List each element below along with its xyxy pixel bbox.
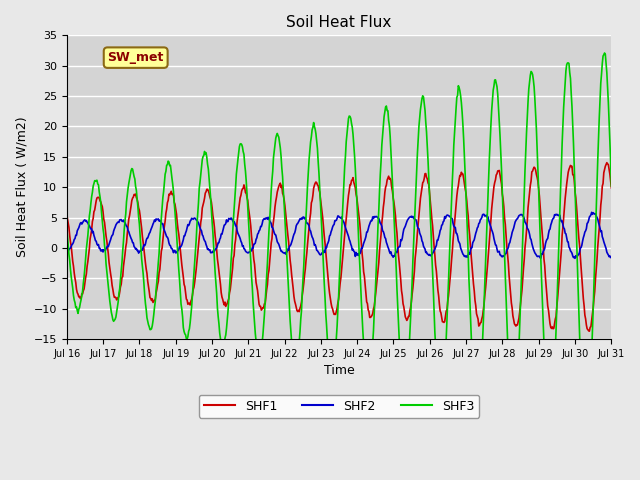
SHF2 (421, 246, 429, 252)
SHF2 (607, 255, 615, 261)
SHF1 (421, 171, 429, 177)
SHF3 (184, 334, 192, 339)
Line: SHF3: SHF3 (67, 53, 611, 440)
SHF1 (586, 328, 593, 334)
Y-axis label: Soil Heat Flux ( W/m2): Soil Heat Flux ( W/m2) (15, 117, 28, 257)
X-axis label: Time: Time (324, 364, 355, 377)
SHF1 (405, 313, 413, 319)
SHF1 (73, 287, 81, 292)
SHF1 (63, 210, 70, 216)
SHF2 (129, 240, 136, 245)
SHF3 (405, 346, 413, 352)
SHF2 (63, 248, 70, 253)
SHF1 (184, 301, 192, 307)
Line: SHF2: SHF2 (67, 212, 611, 258)
Line: SHF1: SHF1 (67, 163, 611, 331)
Legend: SHF1, SHF2, SHF3: SHF1, SHF2, SHF3 (198, 395, 479, 418)
SHF2 (571, 255, 579, 261)
SHF2 (184, 222, 192, 228)
SHF1 (603, 160, 611, 166)
SHF3 (601, 50, 609, 56)
SHF1 (129, 195, 136, 201)
SHF3 (213, 290, 221, 296)
SHF2 (588, 209, 595, 215)
SHF2 (213, 245, 221, 251)
SHF3 (73, 304, 81, 310)
Text: SW_met: SW_met (108, 51, 164, 64)
Title: Soil Heat Flux: Soil Heat Flux (286, 15, 392, 30)
SHF2 (73, 232, 81, 238)
SHF2 (405, 215, 413, 221)
SHF1 (607, 185, 615, 191)
SHF3 (63, 226, 70, 231)
SHF3 (607, 183, 615, 189)
SHF1 (213, 247, 221, 253)
SHF3 (129, 166, 136, 172)
SHF3 (421, 107, 429, 113)
SHF3 (582, 437, 590, 443)
